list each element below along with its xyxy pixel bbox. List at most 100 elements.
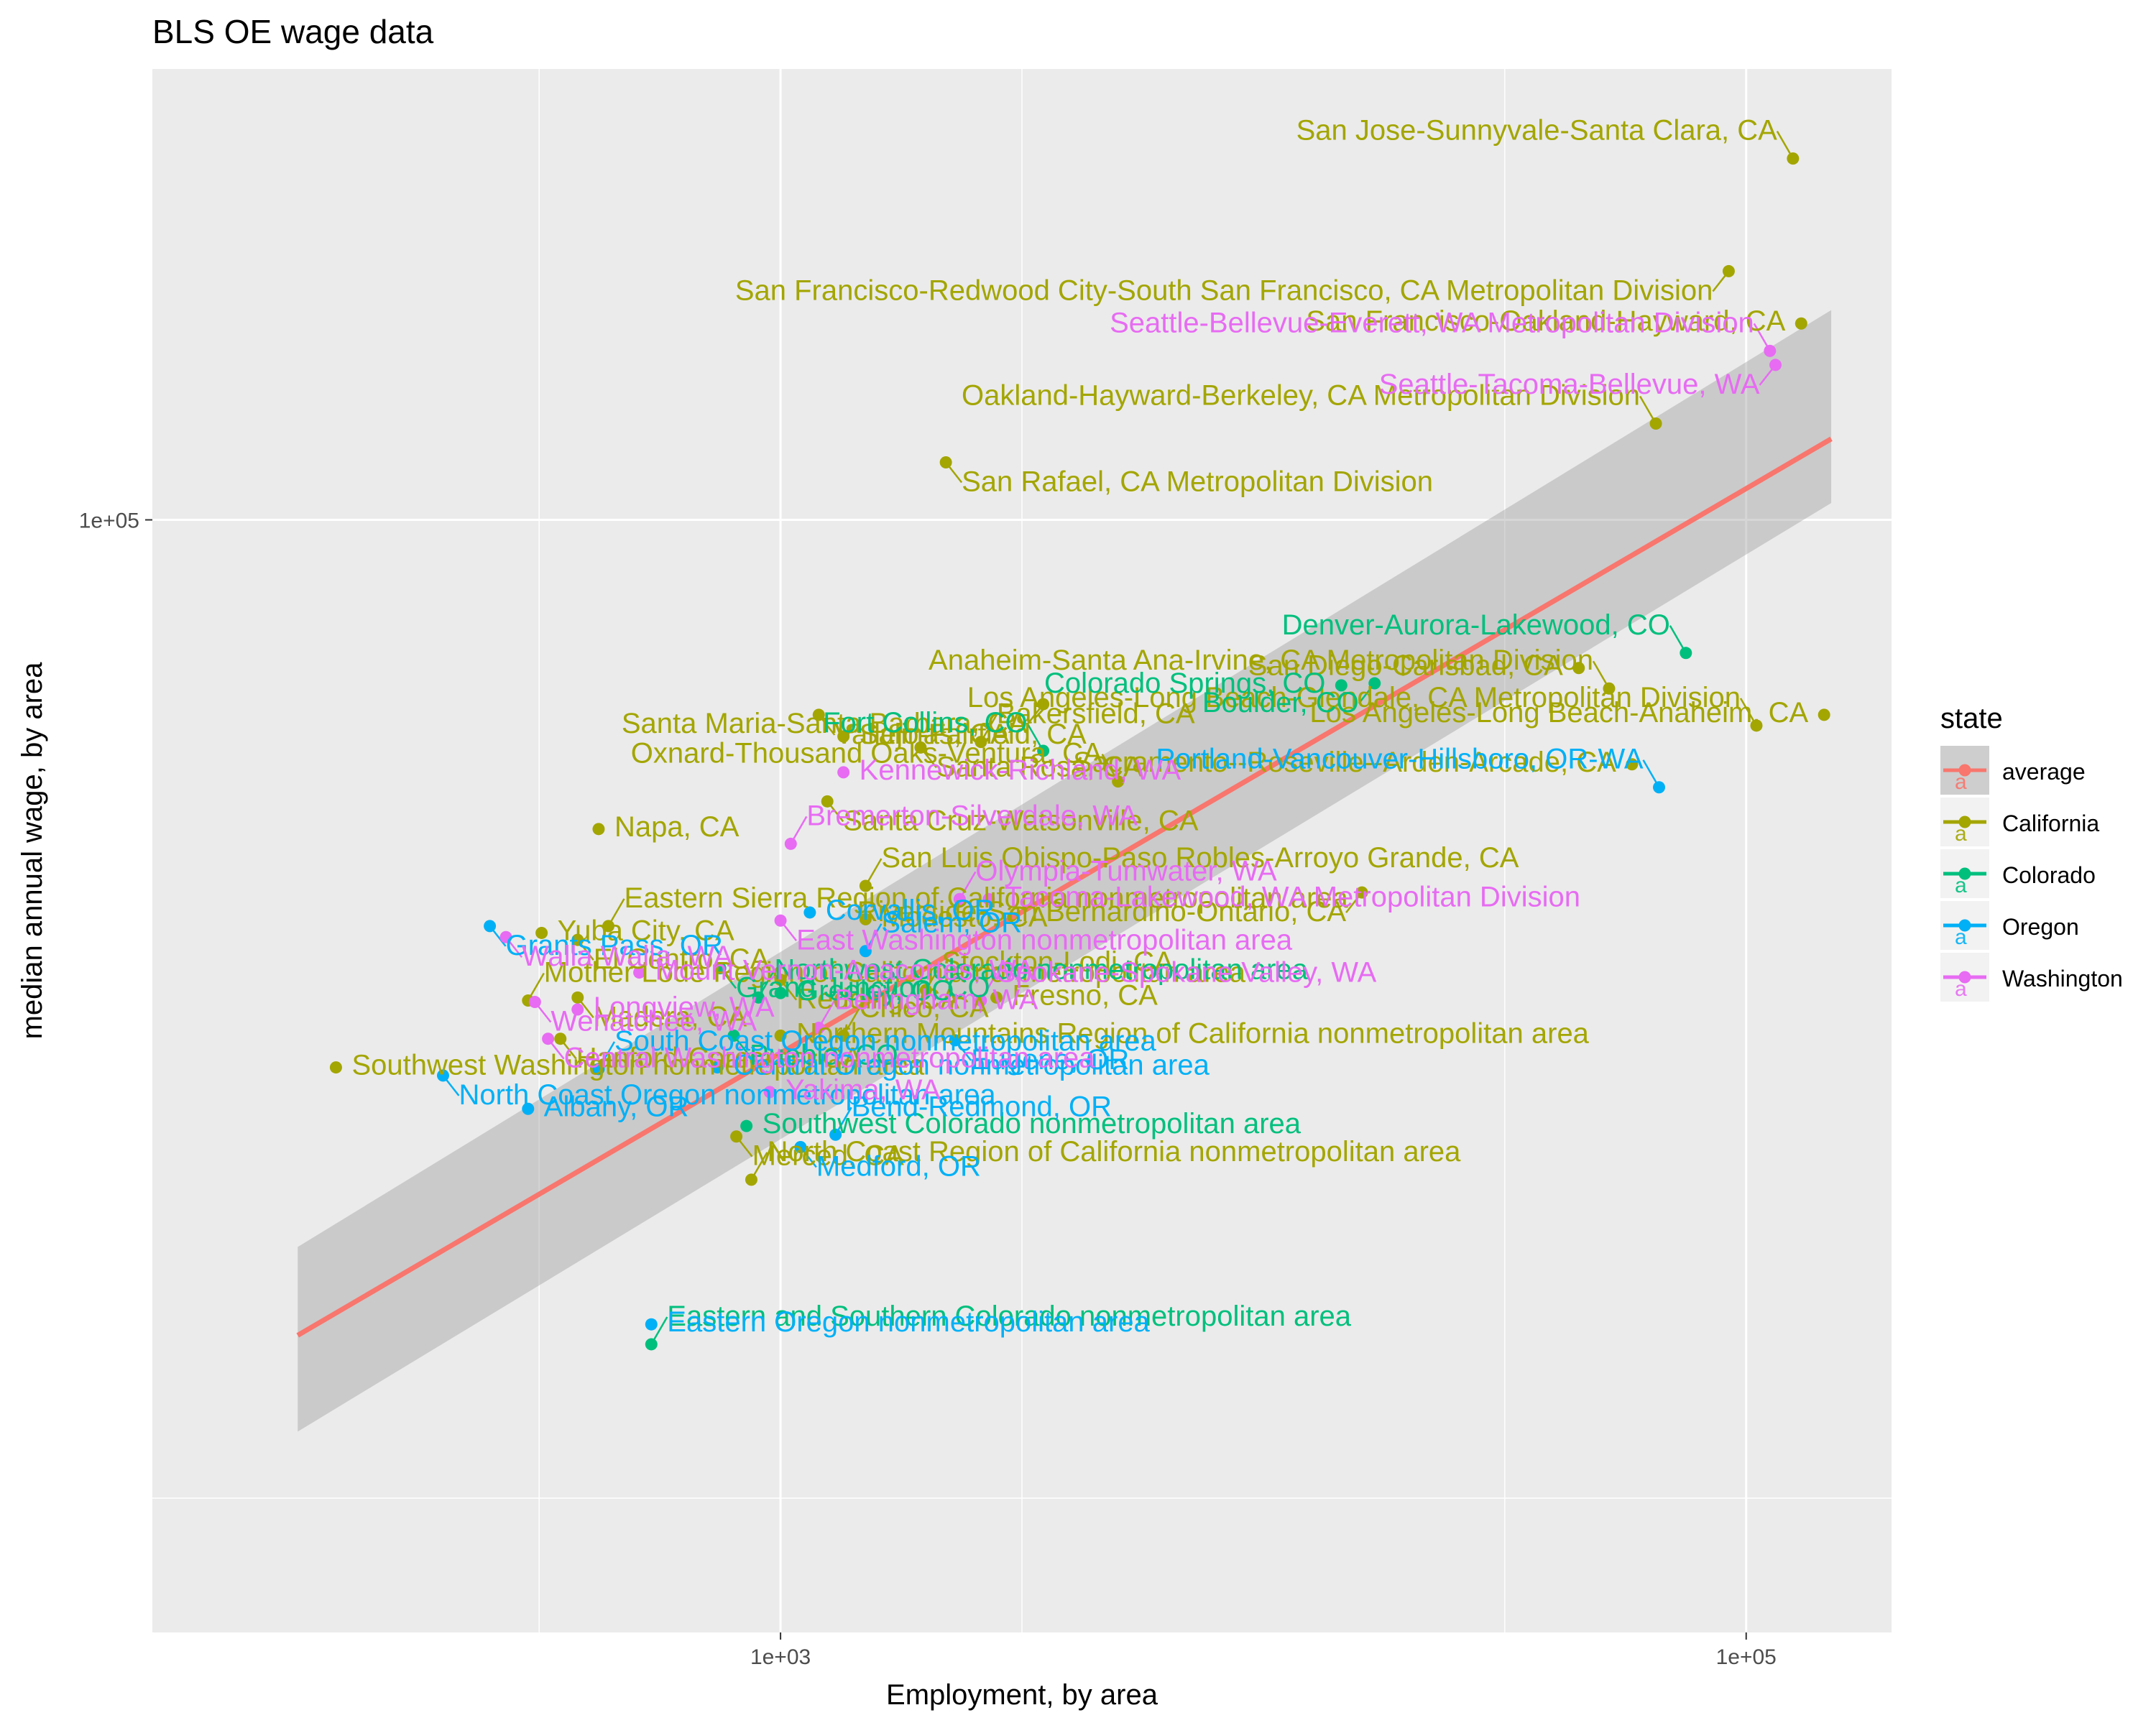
point-label: Eastern and Southern Colorado nonmetropo… bbox=[667, 1300, 1351, 1332]
data-point bbox=[727, 1029, 740, 1042]
data-point bbox=[784, 837, 797, 850]
data-point bbox=[329, 1061, 342, 1074]
point-label: Yuba City, CA bbox=[558, 915, 734, 946]
point-label: North Coast Oregon nonmetropolitan area bbox=[459, 1079, 996, 1111]
point-label: Wenatchee, WA bbox=[550, 1006, 757, 1038]
data-point bbox=[535, 926, 548, 939]
point-label: Pueblo, CO bbox=[750, 1039, 898, 1071]
trend-line-layer bbox=[296, 436, 1833, 1338]
data-point bbox=[730, 1130, 743, 1143]
point-label: Chico, CA bbox=[860, 992, 989, 1023]
point-label: San Francisco-Oakland-Hayward, CA bbox=[1306, 305, 1785, 337]
point-label: Stockton-Lodi, CA bbox=[941, 946, 1174, 978]
data-point bbox=[1037, 698, 1050, 711]
legend-key-point bbox=[1958, 867, 1971, 880]
x-tick-label: 1e+03 bbox=[750, 1645, 811, 1669]
point-label: Vallejo-Fairfield, CA bbox=[834, 719, 1087, 750]
point-label: Modesto, CA bbox=[881, 901, 1048, 933]
point-label: Napa, CA bbox=[614, 811, 740, 843]
data-point bbox=[714, 962, 727, 975]
point-label: Longview, WA bbox=[594, 992, 775, 1023]
point-label: Bellingham, WA bbox=[834, 984, 1038, 1016]
data-point bbox=[542, 1032, 555, 1045]
y-axis-label: median annual wage, by area bbox=[17, 662, 48, 1040]
point-label: Eastern Oregon nonmetropolitan area bbox=[667, 1306, 1150, 1338]
data-point bbox=[554, 1032, 567, 1045]
point-label: Fort Collins, CO bbox=[823, 707, 1028, 739]
data-point bbox=[1368, 677, 1381, 690]
data-point bbox=[1037, 744, 1050, 757]
data-point bbox=[812, 708, 825, 721]
data-point bbox=[1722, 264, 1735, 277]
data-point bbox=[975, 994, 987, 1007]
point-label: San Francisco-Redwood City-South San Fra… bbox=[735, 274, 1713, 306]
data-point bbox=[1626, 758, 1639, 771]
data-point bbox=[571, 991, 584, 1004]
data-point bbox=[774, 1029, 787, 1042]
data-point bbox=[919, 984, 932, 997]
point-label: Oxnard-Thousand Oaks-Ventura, CA bbox=[631, 738, 1102, 770]
data-point bbox=[436, 1069, 449, 1082]
point-label: North Coast Region of California nonmetr… bbox=[767, 1136, 1461, 1168]
data-point bbox=[953, 892, 966, 905]
data-point bbox=[774, 987, 787, 999]
legend-entry-label: Oregon bbox=[2002, 914, 2079, 940]
legend-key-text-glyph: a bbox=[1955, 770, 1967, 794]
point-label: Boulder, CO bbox=[1202, 687, 1359, 719]
point-label: Mother Lode Region of California nonmetr… bbox=[544, 956, 1246, 988]
data-point bbox=[829, 1128, 842, 1141]
legend-key-point bbox=[1958, 919, 1971, 932]
legend-key-text-glyph: a bbox=[1955, 822, 1967, 846]
data-point bbox=[1653, 781, 1666, 794]
point-label: Southwest Colorado nonmetropolitan area bbox=[763, 1108, 1302, 1140]
point-label: San Jose-Sunnyvale-Santa Clara, CA bbox=[1296, 115, 1778, 147]
point-label: Bend-Redmond, OR bbox=[852, 1091, 1112, 1122]
point-label: Colorado Springs, CO bbox=[1044, 667, 1325, 699]
point-label: Central Oregon nonmetropolitan area bbox=[733, 1050, 1210, 1081]
point-label: El Centro, CA bbox=[594, 943, 770, 975]
legend-title: state bbox=[1940, 703, 2003, 734]
point-label: Seattle-Bellevue-Everett, WA Metropolita… bbox=[1110, 307, 1754, 338]
point-label: Eugene, OR bbox=[971, 1044, 1129, 1076]
data-point bbox=[745, 1173, 757, 1186]
data-point bbox=[975, 736, 987, 749]
point-label: San Rafael, CA Metropolitan Division bbox=[962, 466, 1433, 498]
point-label: Medford, OR bbox=[816, 1150, 981, 1182]
legend-entry-label: Washington bbox=[2002, 966, 2123, 992]
point-label: San Luis Obispo-Paso Robles-Arroyo Grand… bbox=[881, 842, 1519, 874]
legend-key-text-glyph: a bbox=[1955, 925, 1967, 949]
point-label: Corvallis, OR bbox=[826, 895, 995, 926]
data-point bbox=[592, 1063, 605, 1076]
point-label: Madera, CA bbox=[594, 1001, 747, 1032]
point-label: Santa Maria-Santa Barbara, CA bbox=[622, 708, 1028, 739]
chart-title: BLS OE wage data bbox=[152, 13, 434, 50]
point-label: Merced, CA bbox=[752, 1140, 904, 1172]
confidence-band-layer bbox=[298, 310, 1832, 1432]
axes: 1e+03 1e+05 1e+05 bbox=[79, 509, 1777, 1669]
data-point bbox=[1649, 417, 1662, 430]
x-axis-label: Employment, by area bbox=[886, 1679, 1158, 1711]
data-point bbox=[592, 823, 605, 836]
x-tick-label: 1e+05 bbox=[1716, 1645, 1777, 1669]
data-point bbox=[645, 1338, 658, 1351]
point-label: Salem, OR bbox=[881, 907, 1022, 939]
point-label: Greeley, CO bbox=[796, 975, 954, 1007]
data-point bbox=[837, 1029, 850, 1042]
point-label: Portland-Vancouver-Hillsboro, OR-WA bbox=[1156, 744, 1644, 775]
point-label: Denver-Aurora-Lakewood, CO bbox=[1282, 609, 1670, 641]
point-label: Fresno, CA bbox=[1012, 979, 1158, 1011]
point-label: Walla Walla, WA bbox=[522, 941, 733, 972]
point-label: Bremerton-Silverdale, WA bbox=[806, 800, 1138, 831]
point-label: Los Angeles-Long Beach-Glendale, CA Metr… bbox=[967, 682, 1741, 713]
point-label: Bakersfield, CA bbox=[997, 698, 1195, 730]
point-label: Central Washington nonmetropolitan area bbox=[564, 1043, 1096, 1074]
data-point bbox=[711, 1061, 724, 1074]
data-point bbox=[763, 1086, 776, 1099]
data-point bbox=[528, 996, 541, 1009]
data-point bbox=[571, 1003, 584, 1016]
point-labels: San Jose-Sunnyvale-Santa Clara, CA San Fr… bbox=[351, 115, 1808, 1339]
data-point bbox=[949, 1034, 962, 1047]
point-label: Tacoma-Lakewood, WA Metropolitan Divisio… bbox=[1005, 881, 1580, 912]
data-point bbox=[1750, 719, 1763, 732]
point-label: Hanford-Corcoran, CA bbox=[576, 1043, 862, 1074]
